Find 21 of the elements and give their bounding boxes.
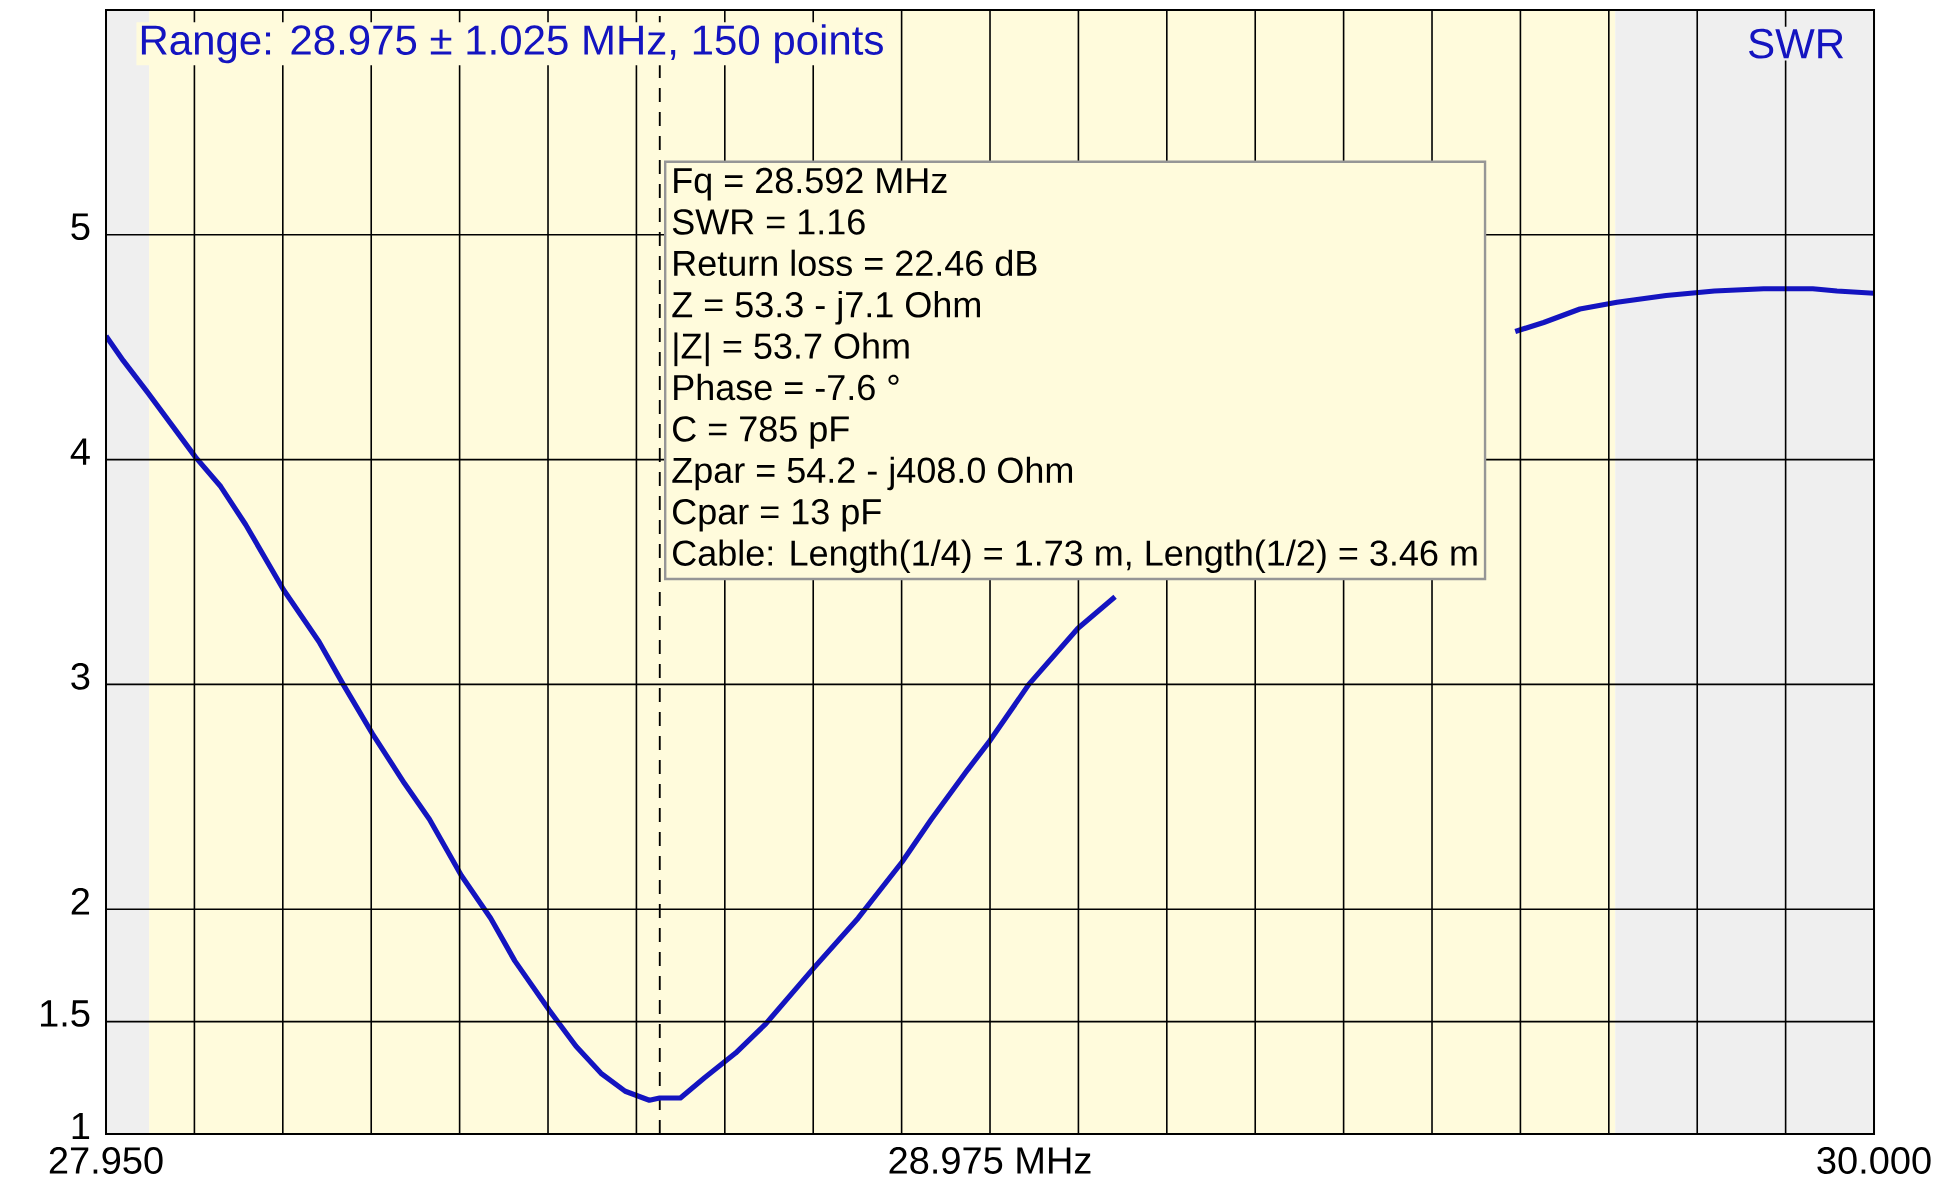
annotation: Cable: Length(1/4) = 1.73 m, Length(1/2) = 3.46 m bbox=[673, 539, 1477, 574]
annotation: Range: 28.975 ± 1.025 MHz, 150 points bbox=[141, 24, 883, 64]
annotation: Zpar = 54.2 - j408.0 Ohm bbox=[672, 456, 1073, 491]
annotation: Fq = 28.592 MHz bbox=[674, 167, 947, 201]
x-tick-label: 30.000 bbox=[1817, 1147, 1931, 1174]
annotation: C = 785 pF bbox=[673, 416, 849, 449]
x-tick-label: 27.950 bbox=[49, 1147, 163, 1174]
y-tick-label: 1 bbox=[72, 1112, 90, 1140]
annotation: Phase = -7.6 ° bbox=[674, 373, 899, 401]
annotation: Z = 53.3 - j7.1 Ohm bbox=[672, 291, 980, 325]
y-axis-title: SWR bbox=[1749, 28, 1844, 59]
y-tick-label: 3 bbox=[71, 662, 90, 690]
y-tick-label: 1.5 bbox=[41, 1000, 90, 1027]
y-tick-label: 2 bbox=[71, 887, 90, 915]
annotation: Cpar = 13 pF bbox=[673, 498, 881, 532]
annotation: |Z| = 53.7 Ohm bbox=[674, 332, 909, 367]
annotation: Return loss = 22.46 dB bbox=[674, 249, 1037, 277]
y-tick-label: 5 bbox=[71, 213, 90, 241]
annotation: SWR = 1.16 bbox=[672, 209, 865, 235]
x-tick-label: 28.975 MHz bbox=[889, 1147, 1091, 1174]
y-tick-label: 4 bbox=[70, 438, 90, 465]
